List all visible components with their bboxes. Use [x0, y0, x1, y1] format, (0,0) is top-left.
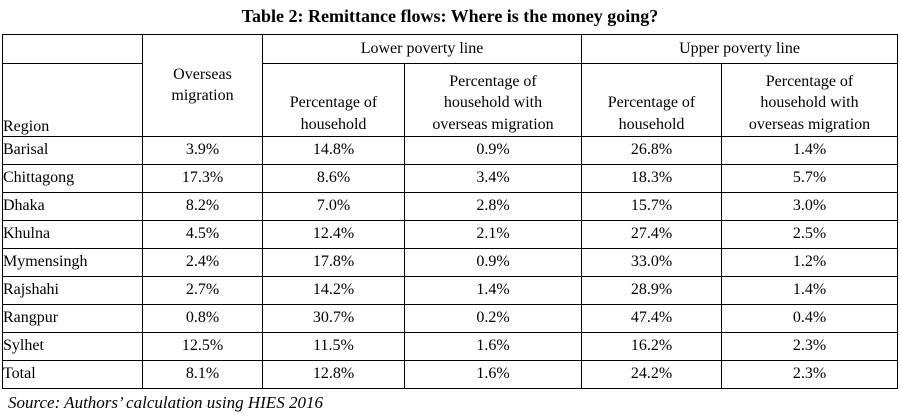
value-cell: 33.0%	[581, 247, 722, 277]
header-row-subheads: Region Percentage of household Percentag…	[2, 62, 899, 137]
value-cell: 28.9%	[581, 275, 722, 305]
value-cell: 24.2%	[581, 359, 722, 389]
region-cell: Sylhet	[2, 331, 143, 361]
value-cell: 15.7%	[581, 191, 722, 221]
value-cell: 8.6%	[262, 163, 405, 193]
value-cell: 2.3%	[720, 359, 899, 389]
table-body: Barisal 3.9% 14.8% 0.9% 26.8% 1.4% Chittagong 1…	[2, 135, 899, 389]
value-cell: 0.9%	[404, 247, 582, 277]
header-upper-poverty-line: Upper poverty line	[580, 33, 899, 64]
header-empty-cell	[2, 33, 143, 64]
value-cell: 5.7%	[720, 163, 899, 193]
value-cell: 3.0%	[720, 191, 899, 221]
region-cell: Barisal	[2, 135, 143, 165]
value-cell: 0.4%	[720, 303, 899, 333]
region-cell: Mymensingh	[2, 247, 143, 277]
table-title: Table 2: Remittance flows: Where is the …	[241, 6, 659, 26]
value-cell: 0.8%	[142, 303, 263, 333]
value-cell: 47.4%	[581, 303, 722, 333]
table-row: Khulna 4.5% 12.4% 2.1% 27.4% 2.5%	[2, 219, 899, 249]
header-lower-pct-household-migration: Percentage of household with overseas mi…	[404, 62, 582, 137]
value-cell: 1.6%	[404, 331, 582, 361]
header-lower-poverty-line: Lower poverty line	[262, 33, 582, 64]
header-lower-pct-household: Percentage of household	[262, 62, 405, 137]
value-cell: 12.5%	[142, 331, 263, 361]
value-cell: 1.6%	[404, 359, 582, 389]
value-cell: 30.7%	[262, 303, 405, 333]
region-cell: Rajshahi	[2, 275, 143, 305]
value-cell: 1.2%	[720, 247, 899, 277]
table-row: Mymensingh 2.4% 17.8% 0.9% 33.0% 1.2%	[2, 247, 899, 277]
region-cell: Chittagong	[2, 163, 143, 193]
table-row: Barisal 3.9% 14.8% 0.9% 26.8% 1.4%	[2, 135, 899, 165]
value-cell: 14.8%	[262, 135, 405, 165]
value-cell: 2.1%	[404, 219, 582, 249]
value-cell: 11.5%	[262, 331, 405, 361]
value-cell: 14.2%	[262, 275, 405, 305]
header-row-groups: Overseas migration Lower poverty line Up…	[2, 33, 899, 137]
value-cell: 0.9%	[404, 135, 582, 165]
value-cell: 2.5%	[720, 219, 899, 249]
value-cell: 12.8%	[262, 359, 405, 389]
value-cell: 8.1%	[142, 359, 263, 389]
value-cell: 17.3%	[142, 163, 263, 193]
table-row: Dhaka 8.2% 7.0% 2.8% 15.7% 3.0%	[2, 191, 899, 221]
table-row: Rajshahi 2.7% 14.2% 1.4% 28.9% 1.4%	[2, 275, 899, 305]
value-cell: 12.4%	[262, 219, 405, 249]
region-cell: Dhaka	[2, 191, 143, 221]
header-region: Region	[2, 62, 143, 137]
remittance-table: Overseas migration Lower poverty line Up…	[2, 33, 899, 389]
table-row: Rangpur 0.8% 30.7% 0.2% 47.4% 0.4%	[2, 303, 899, 333]
source-note: Source: Authors’ calculation using HIES …	[8, 392, 323, 412]
value-cell: 1.4%	[720, 275, 899, 305]
value-cell: 18.3%	[581, 163, 722, 193]
table-row: Chittagong 17.3% 8.6% 3.4% 18.3% 5.7%	[2, 163, 899, 193]
value-cell: 3.4%	[404, 163, 582, 193]
value-cell: 0.2%	[404, 303, 582, 333]
value-cell: 4.5%	[142, 219, 263, 249]
value-cell: 8.2%	[142, 191, 263, 221]
value-cell: 1.4%	[404, 275, 582, 305]
table-header: Overseas migration Lower poverty line Up…	[2, 33, 899, 137]
region-cell: Rangpur	[2, 303, 143, 333]
header-upper-pct-household-migration: Percentage of household with overseas mi…	[720, 62, 899, 137]
value-cell: 7.0%	[262, 191, 405, 221]
value-cell: 1.4%	[720, 135, 899, 165]
value-cell: 26.8%	[581, 135, 722, 165]
table-row: Total 8.1% 12.8% 1.6% 24.2% 2.3%	[2, 359, 899, 389]
region-cell: Total	[2, 359, 143, 389]
value-cell: 27.4%	[581, 219, 722, 249]
value-cell: 16.2%	[581, 331, 722, 361]
region-cell: Khulna	[2, 219, 143, 249]
value-cell: 17.8%	[262, 247, 405, 277]
header-overseas-migration: Overseas migration	[142, 33, 263, 137]
value-cell: 2.3%	[720, 331, 899, 361]
value-cell: 2.8%	[404, 191, 582, 221]
value-cell: 2.7%	[142, 275, 263, 305]
table-row: Sylhet 12.5% 11.5% 1.6% 16.2% 2.3%	[2, 331, 899, 361]
header-upper-pct-household: Percentage of household	[581, 62, 722, 137]
value-cell: 2.4%	[142, 247, 263, 277]
value-cell: 3.9%	[142, 135, 263, 165]
